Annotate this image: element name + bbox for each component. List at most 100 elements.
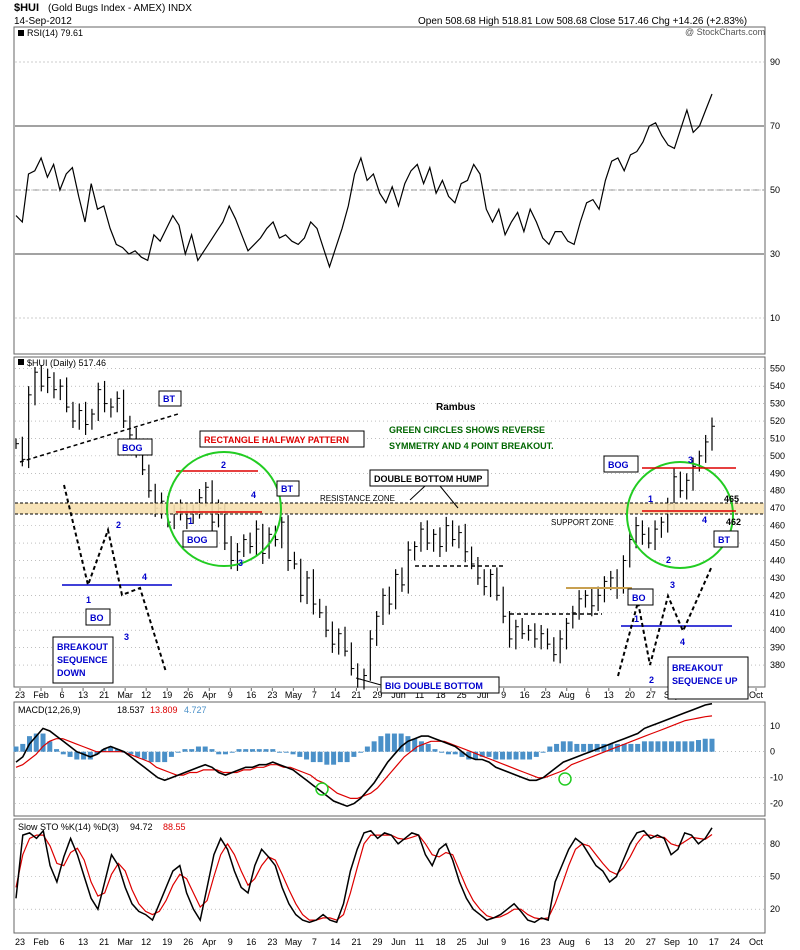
macd-histogram-bar (675, 741, 681, 752)
breakout-down-rect (52, 636, 114, 684)
macd-histogram-bar (175, 751, 181, 753)
rect-halfway-label: RECTANGLE HALFWAY PATTERN (199, 430, 365, 448)
x-axis-label-top: May (285, 690, 303, 700)
x-axis-label-bottom: 18 (436, 937, 446, 947)
macd-histogram-bar (547, 746, 553, 752)
breakout-up-text-1: BREAKOUT (672, 663, 724, 673)
x-axis-label-top: Oct (749, 690, 764, 700)
x-axis-label-bottom: 29 (372, 937, 382, 947)
rsi-tick-label: 70 (770, 121, 780, 131)
macd-histogram-bar (648, 741, 654, 752)
x-axis-label-bottom: 6 (60, 937, 65, 947)
stoch-legend-value-1: 94.72 (130, 822, 153, 832)
stoch-panel-frame (13, 818, 766, 934)
right-n2: 2 (666, 555, 671, 565)
x-axis-layer: 23 Feb 6 13 21 Mar 12 19 26 Apr 9 16 23 May 7 14 21 29 Jun… (15, 688, 764, 947)
macd-histogram-bar (398, 733, 404, 752)
x-axis-label-bottom: 25 (457, 937, 467, 947)
macd-histogram-bar (277, 751, 283, 753)
x-axis-label-bottom: 23 (15, 937, 25, 947)
bo-text-1: BO (90, 613, 104, 623)
macd-histogram-bar (162, 751, 168, 763)
macd-tick-label: 0 (770, 747, 775, 757)
macd-histogram-bar (304, 751, 310, 760)
macd-histogram-bar (635, 743, 641, 752)
macd-histogram-bar (418, 741, 424, 752)
breakout-down-text-3: DOWN (57, 668, 86, 678)
macd-histogram-bar (560, 741, 566, 752)
bog-callout-1: BOG (117, 438, 153, 456)
level-465: 465 (724, 494, 739, 504)
x-axis-label-top: Jul (477, 690, 489, 700)
x-axis-label-bottom: 13 (78, 937, 88, 947)
price-tick-label: 390 (770, 643, 785, 653)
resistance-support-zone (15, 503, 764, 514)
macd-histogram-bar (54, 749, 60, 752)
macd-histogram-bar (128, 751, 134, 755)
macd-histogram-bar (74, 751, 80, 760)
x-axis-label-top: Jun (391, 690, 406, 700)
rsi-legend-swatch (18, 30, 24, 36)
x-axis-label-top: 26 (183, 690, 193, 700)
x-axis-label-top: 23 (15, 690, 25, 700)
stoch-tick-label: 20 (770, 904, 780, 914)
macd-histogram-bar (290, 751, 296, 755)
macd-histogram-bar (344, 751, 350, 763)
dbh-box (369, 469, 489, 487)
bog-text-1: BOG (122, 443, 143, 453)
x-axis-label-top: 25 (457, 690, 467, 700)
macd-histogram-bar (527, 751, 533, 760)
price-tick-label: 500 (770, 451, 785, 461)
bdb-pointer (355, 677, 382, 686)
rect-halfway-text: RECTANGLE HALFWAY PATTERN (204, 435, 349, 445)
breakout-up-box: BREAKOUT SEQUENCE UP (667, 656, 749, 700)
macd-histogram-bar (195, 746, 201, 752)
macd-histogram-bar (567, 741, 573, 752)
right-n3: 3 (688, 455, 693, 465)
right-n1: 1 (648, 494, 653, 504)
macd-histogram-bar (574, 743, 580, 752)
stoch-legend-name: Slow STO %K(14) %D(3) (18, 822, 119, 832)
breakout-down-arrows (63, 484, 167, 673)
left-n1: 1 (188, 516, 193, 526)
price-legend: $HUI (Daily) 517.46 (18, 358, 106, 368)
rsi-tick-label: 50 (770, 185, 780, 195)
price-tick-label: 510 (770, 433, 785, 443)
x-axis-label-top: 20 (625, 690, 635, 700)
macd-histogram-bar (587, 743, 593, 752)
macd-histogram-bar (256, 749, 262, 752)
macd-histogram-bar (702, 738, 708, 752)
price-tick-label: 530 (770, 399, 785, 409)
macd-histogram-bar (614, 743, 620, 752)
macd-line (15, 702, 713, 808)
macd-histogram-bar (608, 743, 614, 752)
x-axis-label-top: 14 (330, 690, 340, 700)
symbol-name: (Gold Bugs Index - AMEX) INDX (48, 3, 192, 14)
macd-histogram-bar (81, 751, 87, 760)
rsi-layer: 10 30 50 70 90 (15, 57, 780, 323)
macd-histogram-bar (60, 751, 66, 755)
stoch-layer: 20 50 80 (15, 827, 780, 924)
price-layer: 380 390 400 410 420 430 440 450 460 470 480 490 500 5… (15, 364, 785, 690)
x-axis-label-top: 27 (646, 690, 656, 700)
macd-histogram-bar (472, 751, 478, 760)
bo-text-2: BO (632, 593, 646, 603)
macd-histogram-bar (270, 749, 276, 752)
chart-header: $HUI (Gold Bugs Index - AMEX) INDX 14-Se… (14, 2, 765, 37)
macd-histogram-bar (40, 733, 46, 752)
x-axis-label-bottom: 20 (625, 937, 635, 947)
level-462: 462 (726, 517, 741, 527)
bt-text-2: BT (281, 484, 293, 494)
x-axis-label-bottom: 19 (162, 937, 172, 947)
down-n1: 1 (86, 595, 91, 605)
x-axis-label-bottom: 17 (709, 937, 719, 947)
x-axis-label-top: 13 (78, 690, 88, 700)
macd-histogram-bar (202, 746, 208, 752)
macd-histogram-bar (94, 751, 100, 755)
macd-histogram-bar (378, 736, 384, 752)
bog-text-2: BOG (187, 535, 208, 545)
x-axis-label-top: 21 (351, 690, 361, 700)
macd-histogram-bar (216, 751, 222, 755)
green-circle-left (166, 451, 282, 567)
macd-histogram-bar (513, 751, 519, 760)
